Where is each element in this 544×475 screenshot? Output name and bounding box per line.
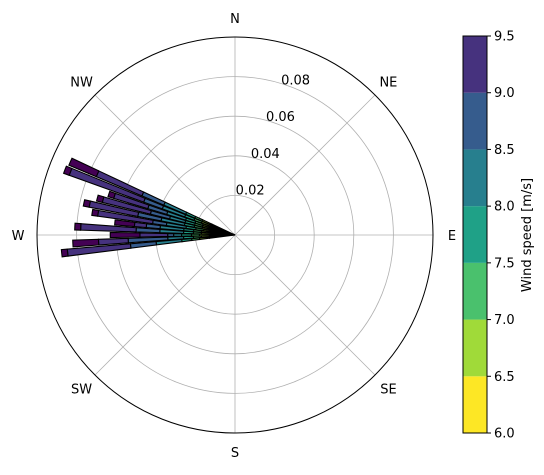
radial-tick-label: 0.08 [281,74,310,89]
wind-bar-segment [184,236,194,238]
colorbar: 6.0 6.5 7.0 7.5 8.0 8.5 9.0 9.5 [463,30,515,442]
colorbar-tick-label: 6.0 [494,427,515,442]
wind-bar-segment [140,233,168,237]
angular-grid-line [235,235,375,375]
radial-tick-label: 0.02 [236,183,265,198]
direction-label-sw: SW [71,382,92,397]
colorbar-bin [463,206,487,263]
colorbar-tick-label: 6.5 [494,370,515,385]
angular-grid-line [235,95,375,235]
radial-tick-labels: 0.02 0.04 0.06 0.08 [236,74,310,199]
direction-label-n: N [230,12,240,27]
colorbar-label: Wind speed [m/s] [520,178,535,292]
angular-grid-line [95,235,235,375]
direction-label-s: S [231,446,239,461]
wind-bar-segment [92,209,99,216]
wind-bar-segment [75,223,81,230]
wind-bar-segment [174,234,182,237]
wind-sectors [61,158,235,257]
wind-bar-segment [108,191,115,198]
colorbar-tick-label: 9.0 [494,86,515,101]
wind-bar-segment [168,234,174,237]
colorbar-tick-label: 9.5 [494,30,515,45]
direction-label-se: SE [380,382,396,397]
colorbar-bin [463,93,487,150]
colorbar-bin [463,320,487,377]
colorbar-tick-label: 7.5 [494,256,515,271]
wind-bar-segment [73,239,99,247]
radial-tick-label: 0.04 [251,147,280,162]
colorbar-bin [463,149,487,206]
colorbar-bin [463,263,487,320]
direction-label-ne: NE [379,76,397,91]
colorbar-bin [463,376,487,433]
colorbar-bin [463,36,487,93]
wind-bar-segment [168,237,184,240]
wind-bar-segment [110,232,140,237]
colorbar-tick-label: 8.0 [494,200,515,215]
direction-label-w: W [12,229,25,244]
wind-bar-segment [182,234,192,236]
direction-label-nw: NW [70,76,93,91]
colorbar-tick-label: 8.5 [494,143,515,158]
wind-bar-segment [83,200,90,207]
wind-bar-segment [61,249,68,257]
wind-bar-segment [97,195,104,202]
direction-label-e: E [448,229,456,244]
radial-tick-label: 0.06 [266,110,295,125]
colorbar-tick-label: 7.0 [494,313,515,328]
